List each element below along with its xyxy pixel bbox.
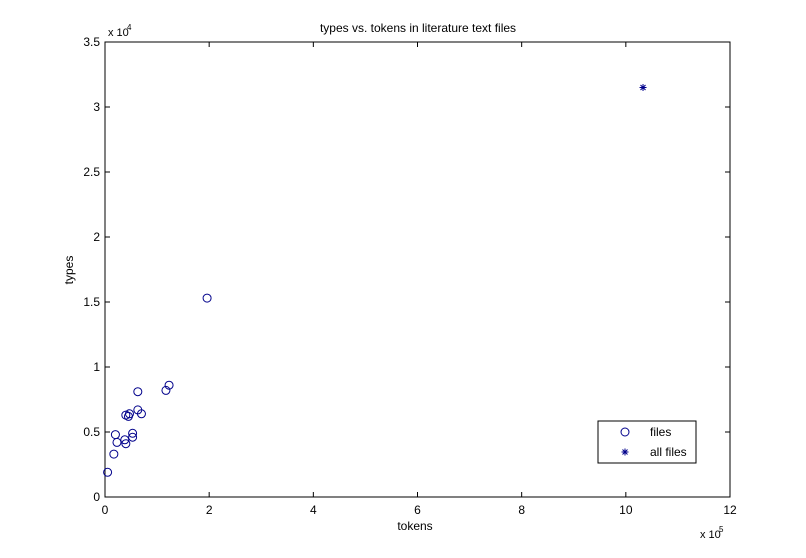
- legend-box: [597, 420, 697, 464]
- x-tick-label: 12: [723, 503, 737, 517]
- legend-all-files-label: all files: [650, 445, 687, 459]
- x-tick-label: 10: [619, 503, 633, 517]
- chart-title: types vs. tokens in literature text file…: [320, 21, 516, 35]
- y-tick-label: 3: [93, 100, 100, 114]
- x-axis-label: tokens: [397, 519, 432, 533]
- y-tick-label: 0.5: [83, 425, 100, 439]
- files-point: [121, 439, 131, 449]
- x-tick-label: 2: [206, 503, 213, 517]
- y-tick-label: 2: [93, 230, 100, 244]
- files-point: [202, 293, 212, 303]
- all-files-point: [639, 84, 647, 91]
- data-marks: [103, 84, 647, 477]
- files-point: [112, 437, 122, 447]
- y-tick-label: 2.5: [83, 165, 100, 179]
- axis-ticks: 0 2 4 6 8 10 12 0 0.5 1 1.5 2 2.5 3 3.5: [83, 35, 737, 517]
- legend-files-label: files: [650, 425, 671, 439]
- files-point: [164, 380, 174, 390]
- files-point: [161, 385, 171, 395]
- x-tick-label: 8: [518, 503, 525, 517]
- files-point: [109, 449, 119, 459]
- x-multiplier-exponent: 5: [719, 525, 724, 534]
- y-axis-multiplier: x 10 4: [108, 23, 132, 39]
- y-tick-label: 1.5: [83, 295, 100, 309]
- files-point: [128, 428, 138, 438]
- x-multiplier-base: x 10: [700, 529, 721, 541]
- files-point: [136, 409, 146, 419]
- x-tick-label: 4: [310, 503, 317, 517]
- x-tick-label: 0: [102, 503, 109, 517]
- files-point: [124, 409, 134, 419]
- y-tick-label: 1: [93, 360, 100, 374]
- legend-all-files-marker: [621, 448, 629, 456]
- y-multiplier-exponent: 4: [127, 23, 132, 32]
- legend-files-marker: [620, 427, 630, 437]
- y-multiplier-base: x 10: [108, 27, 129, 39]
- files-point: [133, 387, 143, 397]
- files-point: [103, 467, 113, 477]
- y-tick-label: 3.5: [83, 35, 100, 49]
- x-tick-label: 6: [414, 503, 421, 517]
- files-point: [128, 432, 138, 442]
- legend: files all files: [597, 420, 697, 464]
- files-point: [120, 435, 130, 445]
- y-tick-label: 0: [93, 490, 100, 504]
- x-axis-multiplier: x 10 5: [700, 525, 724, 541]
- y-axis-label: types: [62, 256, 76, 285]
- legend-star-glyph: [621, 448, 629, 456]
